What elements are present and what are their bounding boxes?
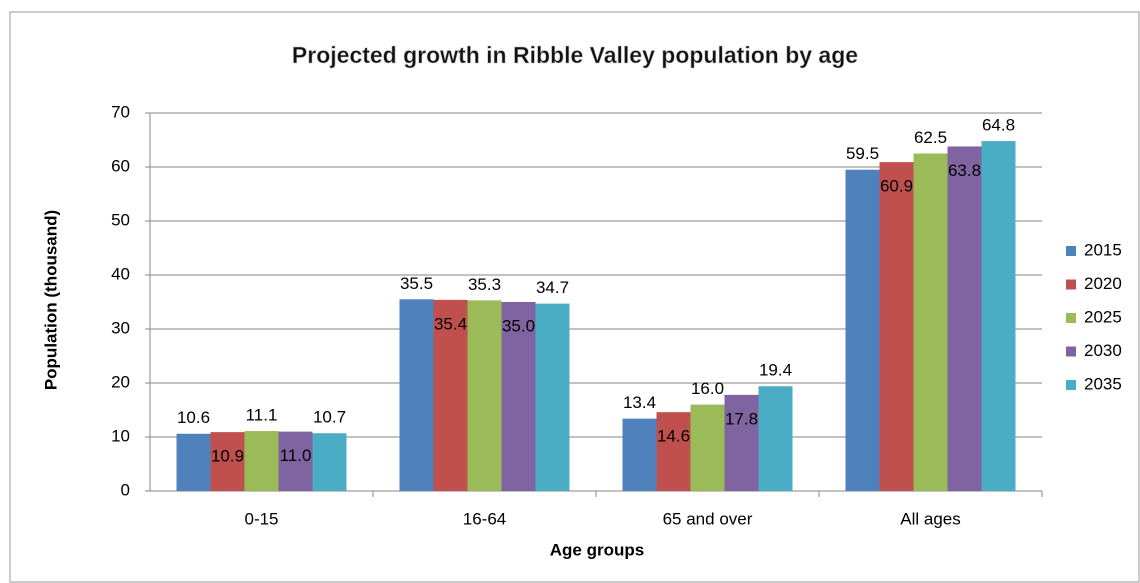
bar <box>312 433 347 491</box>
bar <box>981 141 1016 491</box>
data-label: 62.5 <box>914 128 947 147</box>
y-tick-label: 40 <box>111 264 130 283</box>
data-label: 64.8 <box>982 116 1015 135</box>
data-label: 60.9 <box>880 177 913 196</box>
y-tick-label: 10 <box>111 426 130 445</box>
chart-title: Projected growth in Ribble Valley popula… <box>292 42 858 68</box>
legend-label: 2020 <box>1084 274 1122 293</box>
y-axis-title: Population (thousand) <box>41 210 60 390</box>
data-label: 63.8 <box>948 161 981 180</box>
x-tick-label: 16-64 <box>463 509 506 528</box>
data-label: 34.7 <box>536 278 569 297</box>
data-label: 13.4 <box>623 393 656 412</box>
data-label: 11.0 <box>280 446 312 465</box>
data-label: 35.4 <box>434 314 467 333</box>
data-label: 16.0 <box>691 379 724 398</box>
y-tick-label: 0 <box>121 480 130 499</box>
legend-label: 2015 <box>1084 240 1122 259</box>
bar <box>724 394 759 491</box>
bar <box>758 386 793 491</box>
data-label: 14.6 <box>657 427 690 446</box>
data-label: 59.5 <box>846 144 879 163</box>
bar <box>913 153 948 491</box>
data-label: 17.8 <box>725 409 758 428</box>
legend-swatch <box>1066 279 1076 290</box>
data-label: 35.5 <box>400 274 433 293</box>
y-tick-label: 50 <box>111 210 130 229</box>
x-tick-label: 0-15 <box>244 509 278 528</box>
legend-label: 2035 <box>1084 374 1122 393</box>
bar <box>244 431 279 491</box>
y-tick-label: 60 <box>111 156 130 175</box>
bar <box>879 162 914 491</box>
y-tick-label: 30 <box>111 318 130 337</box>
bar <box>947 146 982 492</box>
bar <box>433 299 468 491</box>
y-tick-label: 20 <box>111 372 130 391</box>
data-label: 10.6 <box>177 408 210 427</box>
legend-label: 2030 <box>1084 341 1122 360</box>
x-tick-label: All ages <box>900 509 960 528</box>
data-label: 35.3 <box>468 275 501 294</box>
data-label: 19.4 <box>759 361 792 380</box>
bar <box>278 431 313 491</box>
bar <box>656 412 691 491</box>
bar <box>501 302 536 491</box>
bar <box>176 433 211 491</box>
bar <box>210 432 245 491</box>
x-axis-title: Age groups <box>550 540 644 559</box>
bar <box>845 169 880 491</box>
bar <box>399 299 434 491</box>
legend-swatch <box>1066 380 1076 390</box>
bar <box>467 300 502 491</box>
bar <box>535 303 570 491</box>
bar <box>690 404 725 491</box>
bar <box>622 418 657 491</box>
legend-label: 2025 <box>1084 307 1122 326</box>
legend-swatch <box>1066 246 1076 256</box>
data-label: 35.0 <box>502 316 535 335</box>
data-label: 10.7 <box>313 408 346 427</box>
legend-swatch <box>1066 313 1076 323</box>
legend-swatch <box>1066 346 1076 357</box>
data-label: 10.9 <box>211 447 244 466</box>
data-label: 11.1 <box>246 406 278 425</box>
y-tick-label: 70 <box>111 102 130 121</box>
x-tick-label: 65 and over <box>663 509 753 528</box>
